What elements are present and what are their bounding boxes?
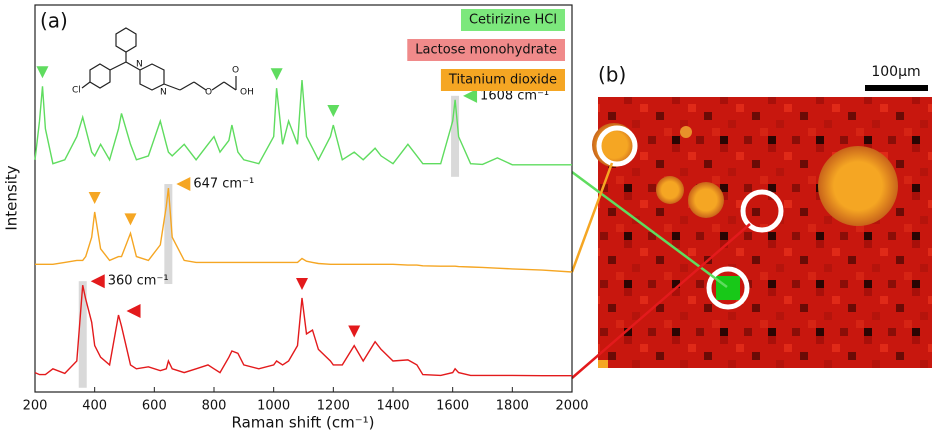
map-image <box>592 97 932 368</box>
panel-label: (a) <box>40 9 68 33</box>
x-tick-label: 1800 <box>496 399 529 414</box>
peak-annotation: 1608 cm⁻¹ <box>480 88 549 103</box>
peak-annotation: 360 cm⁻¹ <box>108 274 169 289</box>
x-tick-label: 1000 <box>257 399 290 414</box>
side-marker <box>126 303 141 318</box>
peak-marker <box>88 192 101 205</box>
svg-text:Cl: Cl <box>72 86 81 96</box>
side-marker <box>90 274 105 289</box>
svg-text:N: N <box>136 60 143 70</box>
plot-frame <box>34 4 573 393</box>
svg-text:OH: OH <box>240 88 254 98</box>
peak-marker <box>327 104 340 117</box>
svg-text:O: O <box>232 66 239 76</box>
side-marker <box>463 88 478 103</box>
spectrum-line <box>34 285 572 377</box>
x-tick-label: 2000 <box>555 399 588 414</box>
x-tick-label: 1200 <box>317 399 350 414</box>
connector <box>570 162 614 273</box>
y-axis-label: Intensity <box>3 165 21 230</box>
x-tick-label: 1400 <box>376 399 409 414</box>
legend-label: Titanium dioxide <box>448 73 557 88</box>
legend-swatch <box>460 9 565 31</box>
spectrum-line <box>34 80 572 166</box>
peak-marker <box>36 66 49 79</box>
legend-entry: Lactose monohydrate <box>407 39 565 61</box>
legend-label: Cetirizine HCl <box>469 13 557 28</box>
peak-marker <box>348 325 361 338</box>
svg-text:O: O <box>205 88 212 98</box>
x-tick-label: 1600 <box>436 399 469 414</box>
x-tick-label: 800 <box>202 399 227 414</box>
highlight-band <box>451 95 460 177</box>
peak-marker <box>296 277 309 290</box>
side-marker <box>176 177 191 192</box>
scale-bar-label: 100μm <box>871 64 920 80</box>
highlight-band <box>164 184 173 285</box>
legend-swatch <box>440 69 565 91</box>
peak-marker <box>124 213 137 226</box>
legend-entry: Titanium dioxide <box>440 69 565 91</box>
x-tick-label: 200 <box>23 399 48 414</box>
svg-text:N: N <box>160 88 167 98</box>
molecule <box>81 27 237 91</box>
panel-label: (b) <box>598 63 626 87</box>
x-tick-label: 600 <box>142 399 167 414</box>
legend-swatch <box>407 39 565 61</box>
legend-label: Lactose monohydrate <box>415 43 557 58</box>
peak-annotation: 647 cm⁻¹ <box>193 177 254 192</box>
x-axis-label: Raman shift (cm⁻¹) <box>231 414 374 432</box>
peak-marker <box>270 68 283 81</box>
connector <box>571 223 751 379</box>
x-tick-label: 400 <box>82 399 107 414</box>
highlight-band <box>78 281 87 388</box>
molecule-atoms: Cl N N O OH O <box>72 60 254 98</box>
spectrum-line <box>35 188 573 273</box>
legend-entry: Cetirizine HCl <box>460 9 565 31</box>
